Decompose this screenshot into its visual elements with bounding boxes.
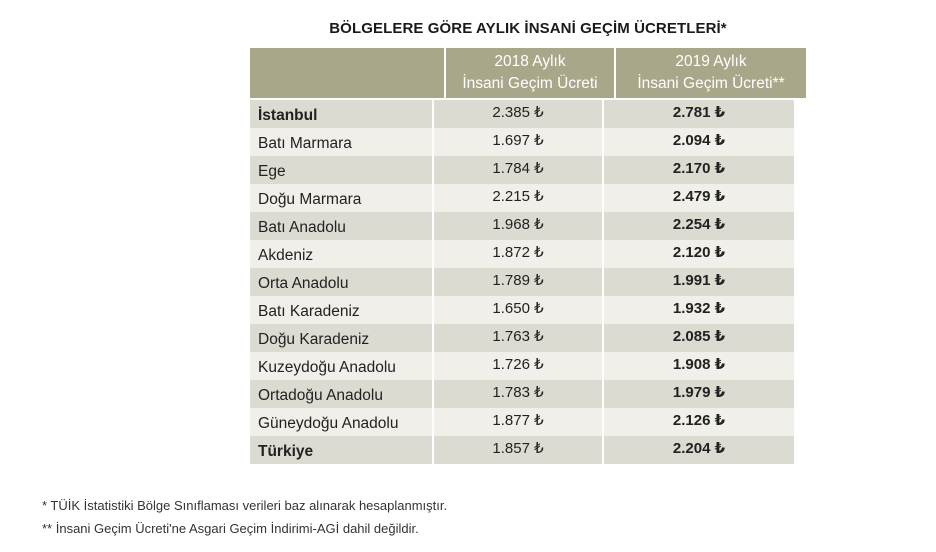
value-2018-cell: 1.872 ₺ [434, 240, 604, 268]
value-2019-cell: 2.126 ₺ [604, 408, 794, 436]
region-cell: Batı Karadeniz [250, 296, 434, 324]
value-2019-cell: 1.908 ₺ [604, 352, 794, 380]
table-row: Batı Marmara 1.697 ₺ 2.094 ₺ [250, 128, 806, 156]
value-2018-cell: 2.215 ₺ [434, 184, 604, 212]
region-cell: Akdeniz [250, 240, 434, 268]
table-row: Güneydoğu Anadolu 1.877 ₺ 2.126 ₺ [250, 408, 806, 436]
value-2019-cell: 2.170 ₺ [604, 156, 794, 184]
header-2018-line2: İnsani Geçim Ücreti [462, 75, 598, 92]
header-empty-cell [250, 48, 446, 98]
value-2018-cell: 1.789 ₺ [434, 268, 604, 296]
header-2019: 2019 Aylık İnsani Geçim Ücreti** [616, 48, 806, 98]
region-cell: Ege [250, 156, 434, 184]
table-row: Ege 1.784 ₺ 2.170 ₺ [250, 156, 806, 184]
table-row: Doğu Marmara 2.215 ₺ 2.479 ₺ [250, 184, 806, 212]
header-2018-line1: 2018 Aylık [494, 53, 566, 70]
table-title: BÖLGELERE GÖRE AYLIK İNSANİ GEÇİM ÜCRETL… [329, 20, 727, 37]
table-row: Batı Karadeniz 1.650 ₺ 1.932 ₺ [250, 296, 806, 324]
value-2018-cell: 2.385 ₺ [434, 100, 604, 128]
value-2019-cell: 1.979 ₺ [604, 380, 794, 408]
table-row: Kuzeydoğu Anadolu 1.726 ₺ 1.908 ₺ [250, 352, 806, 380]
region-cell: Türkiye [250, 436, 434, 464]
value-2019-cell: 2.094 ₺ [604, 128, 794, 156]
value-2018-cell: 1.763 ₺ [434, 324, 604, 352]
value-2019-cell: 2.479 ₺ [604, 184, 794, 212]
value-2018-cell: 1.650 ₺ [434, 296, 604, 324]
table-body: İstanbul 2.385 ₺ 2.781 ₺ Batı Marmara 1.697 … [250, 100, 806, 464]
footnote-1: * TÜİK İstatistiki Bölge Sınıflaması ver… [42, 498, 448, 513]
value-2018-cell: 1.726 ₺ [434, 352, 604, 380]
table-row: Doğu Karadeniz 1.763 ₺ 2.085 ₺ [250, 324, 806, 352]
value-2019-cell: 2.204 ₺ [604, 436, 794, 464]
table-row: Orta Anadolu 1.789 ₺ 1.991 ₺ [250, 268, 806, 296]
region-cell: Kuzeydoğu Anadolu [250, 352, 434, 380]
table-row: Türkiye 1.857 ₺ 2.204 ₺ [250, 436, 806, 464]
region-cell: İstanbul [250, 100, 434, 128]
region-cell: Doğu Marmara [250, 184, 434, 212]
value-2018-cell: 1.783 ₺ [434, 380, 604, 408]
footnotes: * TÜİK İstatistiki Bölge Sınıflaması ver… [42, 494, 447, 540]
value-2019-cell: 2.781 ₺ [604, 100, 794, 128]
value-2019-cell: 2.120 ₺ [604, 240, 794, 268]
value-2018-cell: 1.968 ₺ [434, 212, 604, 240]
header-2019-line1: 2019 Aylık [675, 53, 747, 70]
region-cell: Orta Anadolu [250, 268, 434, 296]
footnote-2: ** İnsani Geçim Ücreti'ne Asgari Geçim İ… [42, 521, 419, 536]
table-row: Akdeniz 1.872 ₺ 2.120 ₺ [250, 240, 806, 268]
region-cell: Doğu Karadeniz [250, 324, 434, 352]
table-row: Ortadoğu Anadolu 1.783 ₺ 1.979 ₺ [250, 380, 806, 408]
region-cell: Güneydoğu Anadolu [250, 408, 434, 436]
wage-table: 2018 Aylık İnsani Geçim Ücreti 2019 Aylı… [250, 48, 806, 464]
value-2018-cell: 1.877 ₺ [434, 408, 604, 436]
table-row: İstanbul 2.385 ₺ 2.781 ₺ [250, 100, 806, 128]
value-2018-cell: 1.857 ₺ [434, 436, 604, 464]
value-2018-cell: 1.697 ₺ [434, 128, 604, 156]
region-cell: Batı Marmara [250, 128, 434, 156]
value-2018-cell: 1.784 ₺ [434, 156, 604, 184]
region-cell: Ortadoğu Anadolu [250, 380, 434, 408]
region-cell: Batı Anadolu [250, 212, 434, 240]
value-2019-cell: 1.991 ₺ [604, 268, 794, 296]
header-2019-line2: İnsani Geçim Ücreti** [637, 75, 785, 92]
table-header: 2018 Aylık İnsani Geçim Ücreti 2019 Aylı… [250, 48, 806, 98]
header-2018: 2018 Aylık İnsani Geçim Ücreti [446, 48, 616, 98]
value-2019-cell: 2.254 ₺ [604, 212, 794, 240]
value-2019-cell: 2.085 ₺ [604, 324, 794, 352]
value-2019-cell: 1.932 ₺ [604, 296, 794, 324]
table-row: Batı Anadolu 1.968 ₺ 2.254 ₺ [250, 212, 806, 240]
